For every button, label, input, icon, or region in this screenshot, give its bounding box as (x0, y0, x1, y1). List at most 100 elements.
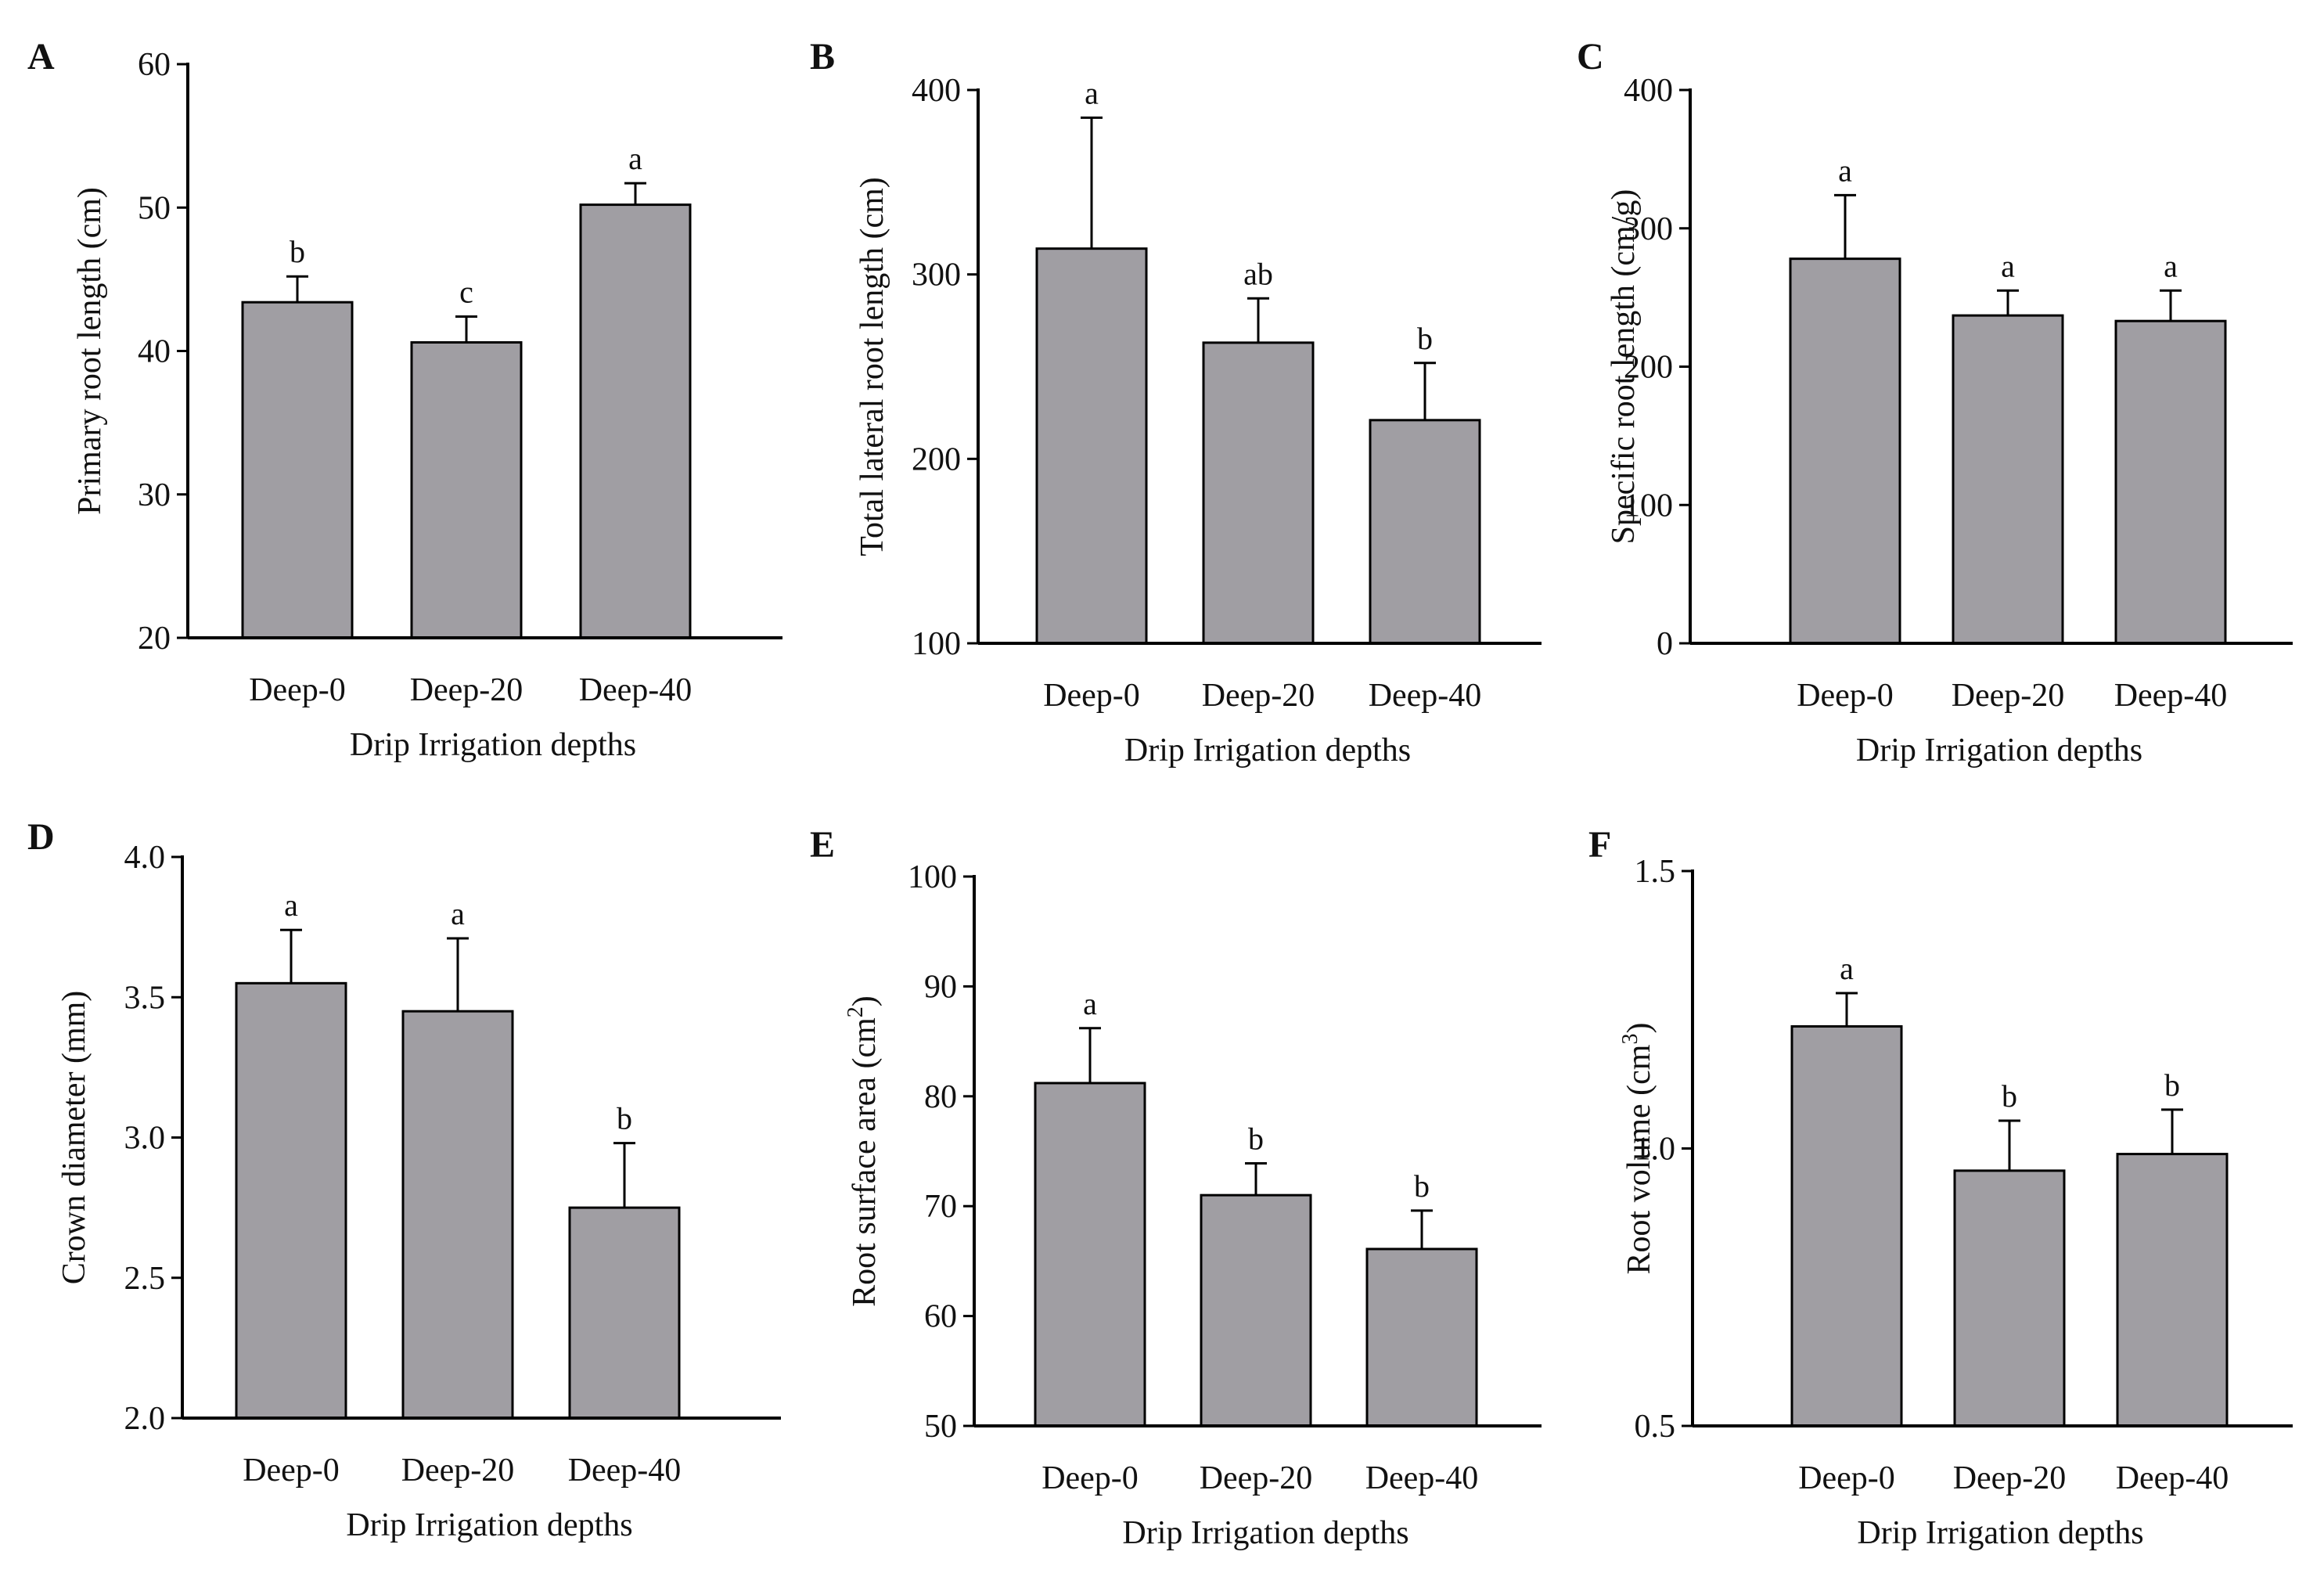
panel-e: Ea Deep-0 b Deep-20 b Deep-40 50 60 70 80 90 100 Dri… (810, 824, 1542, 1551)
y-tick-label: 60 (924, 1299, 957, 1335)
category-label: Deep-0 (1797, 678, 1894, 714)
category-label: Deep-40 (1369, 678, 1482, 714)
y-axis-title: Root volume (cm3) (1618, 1023, 1657, 1275)
panel-letter: B (810, 36, 835, 77)
panel-letter: A (27, 36, 55, 77)
panel-letter: E (810, 824, 835, 866)
bar (1953, 1169, 2066, 1427)
y-tick-label: 100 (908, 859, 957, 895)
y-tick-label: 100 (912, 626, 961, 662)
y-axis-title-tail: ) (847, 995, 883, 1006)
significance-letter: a (2164, 248, 2178, 283)
y-axis-title: Root surface area (cm2) (844, 995, 883, 1307)
x-axis-title: Drip Irrigation depths (346, 1507, 632, 1543)
bar (241, 301, 354, 639)
significance-letter: c (459, 275, 473, 310)
significance-letter: b (617, 1101, 632, 1136)
bar (401, 1010, 514, 1420)
category-label: Deep-0 (1798, 1460, 1895, 1496)
panel-a: Ab Deep-0 c Deep-20 a Deep-40 20 30 40 50 60 Drip I… (27, 36, 782, 763)
bar (235, 981, 347, 1420)
y-tick-label: 80 (924, 1079, 957, 1115)
y-axis-title: Primary root length (cm) (72, 187, 108, 515)
x-axis-title: Drip Irrigation depths (1856, 733, 2142, 769)
x-axis-title: Drip Irrigation depths (1857, 1515, 2143, 1551)
y-tick-label: 60 (138, 47, 171, 83)
panel-d: Da Deep-0 a Deep-20 b Deep-40 2.0 2.5 3.0 3.5 4.0 D… (27, 816, 781, 1543)
y-axis-title-text: Root volume (cm (1621, 1044, 1657, 1274)
significance-letter: a (1840, 951, 1854, 986)
significance-letter: a (284, 887, 298, 923)
y-axis-title-superscript: 3 (1618, 1034, 1642, 1045)
panel-letter: D (27, 816, 55, 858)
y-axis-title-text: Root surface area (cm (847, 1017, 883, 1307)
y-tick-label: 4.0 (124, 840, 166, 876)
y-tick-label: 100 (1624, 488, 1673, 524)
significance-letter: a (451, 896, 465, 931)
bar (2116, 1153, 2229, 1427)
significance-letter: a (1838, 153, 1852, 188)
y-tick-label: 30 (138, 477, 171, 513)
y-axis-title-tail: ) (1621, 1023, 1657, 1034)
x-axis-title: Drip Irrigation depths (350, 727, 636, 763)
bar (1202, 341, 1315, 645)
y-axis-title-text: Total lateral root length (cm) (854, 177, 890, 556)
panel-c: Ca Deep-0 a Deep-20 a Deep-40 0 100 200 300 400 Dri… (1577, 36, 2293, 769)
significance-letter: b (1248, 1121, 1264, 1156)
panel-f: Fa Deep-0 b Deep-20 b Deep-40 0.5 1.0 1.5 Drip Ir… (1588, 824, 2293, 1551)
category-label: Deep-20 (401, 1453, 515, 1489)
x-axis-title: Drip Irrigation depths (1124, 733, 1411, 769)
category-label: Deep-40 (579, 672, 693, 708)
y-tick-label: 70 (924, 1189, 957, 1225)
category-label: Deep-0 (249, 672, 346, 708)
category-label: Deep-20 (1952, 678, 2065, 714)
bar (1365, 1247, 1478, 1427)
y-axis-title-text: Specific root length (cm/g) (1606, 189, 1642, 545)
bar (1789, 257, 1901, 645)
y-tick-label: 400 (1624, 73, 1673, 109)
significance-letter: ab (1243, 256, 1273, 291)
bar (2114, 319, 2227, 645)
bar (1952, 314, 2064, 645)
bar (568, 1206, 681, 1420)
y-axis-title-superscript: 2 (844, 1006, 868, 1017)
significance-letter: a (1083, 986, 1097, 1021)
significance-letter: a (1085, 75, 1099, 110)
category-label: Deep-40 (2116, 1460, 2229, 1496)
y-tick-label: 3.5 (124, 980, 166, 1016)
category-label: Deep-0 (1043, 678, 1140, 714)
y-tick-label: 90 (924, 969, 957, 1005)
bar (1369, 419, 1481, 645)
y-tick-label: 400 (912, 73, 961, 109)
y-axis-title: Crown diameter (mm) (56, 991, 92, 1285)
significance-letter: b (1417, 321, 1433, 356)
bar (410, 341, 523, 639)
category-label: Deep-20 (1202, 678, 1315, 714)
bar (579, 203, 692, 639)
category-label: Deep-40 (568, 1453, 682, 1489)
y-axis-title: Total lateral root length (cm) (854, 177, 890, 556)
category-label: Deep-0 (1041, 1460, 1139, 1496)
bar (1200, 1193, 1312, 1427)
category-label: Deep-20 (1200, 1460, 1313, 1496)
x-axis-title: Drip Irrigation depths (1122, 1515, 1408, 1551)
y-tick-label: 0 (1657, 626, 1673, 662)
y-tick-label: 200 (912, 441, 961, 477)
panel-b: Ba Deep-0 ab Deep-20 b Deep-40 100 200 300 400 Dri… (810, 36, 1542, 769)
y-axis-title: Specific root length (cm/g) (1606, 189, 1642, 545)
y-tick-label: 1.0 (1635, 1132, 1676, 1168)
y-tick-label: 50 (138, 190, 171, 226)
y-tick-label: 2.5 (124, 1261, 166, 1297)
category-label: Deep-40 (2114, 678, 2228, 714)
y-tick-label: 300 (1624, 211, 1673, 247)
panel-letter: F (1588, 824, 1611, 866)
y-tick-label: 300 (912, 257, 961, 293)
panel-letter: C (1577, 36, 1604, 77)
category-label: Deep-20 (1953, 1460, 2067, 1496)
y-tick-label: 2.0 (124, 1401, 166, 1437)
y-tick-label: 20 (138, 621, 171, 657)
y-tick-label: 1.5 (1635, 854, 1676, 890)
significance-letter: b (290, 234, 305, 269)
significance-letter: a (628, 141, 642, 176)
